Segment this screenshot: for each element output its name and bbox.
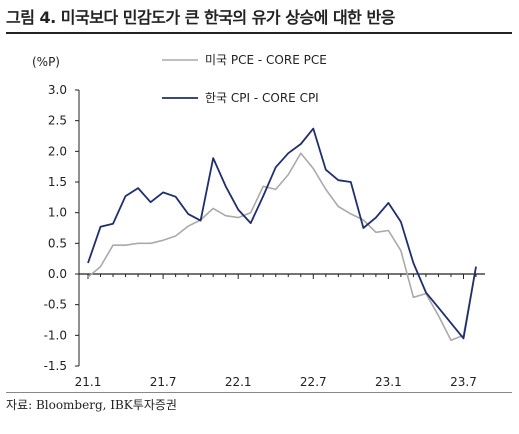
x-tick-label: 21.1 [75,375,102,389]
y-tick-label: 0.0 [48,267,67,281]
series-line-1 [87,152,477,342]
x-tick-label: 22.1 [225,375,252,389]
y-axis-label: (%P) [32,55,60,69]
x-tick-label: 21.7 [150,375,177,389]
y-tick-label: 2.0 [48,144,67,158]
y-tick-label: -0.5 [44,298,67,312]
x-tick-label: 23.1 [375,375,402,389]
title-divider [6,32,512,34]
source-note: 자료: Bloomberg, IBK투자증권 [6,398,177,412]
y-tick-label: 0.5 [48,236,67,250]
y-tick-label: -1.5 [44,359,67,373]
series-line-2 [87,127,477,340]
figure-title: 그림 4. 미국보다 민감도가 큰 한국의 유가 상승에 대한 반응 [6,8,395,27]
series-group [87,127,477,342]
y-tick-label: -1.0 [44,328,67,342]
chart-legend: 미국 PCE - CORE PCE 한국 CPI - CORE CPI [162,53,327,105]
x-tick-label: 23.7 [450,375,477,389]
source-divider [6,392,512,393]
x-axis: 21.1 21.7 22.1 22.7 23.1 23.7 [75,273,485,389]
y-tick-label: 3.0 [48,83,67,97]
y-axis: 3.0 2.5 2.0 1.5 1.0 0.5 0.0 -0.5 -1.0 -1.5 [44,83,80,373]
y-tick-label: 1.0 [48,206,67,220]
y-tick-label: 2.5 [48,114,67,128]
y-tick-label: 1.5 [48,175,67,189]
x-tick-label: 22.7 [300,375,327,389]
legend-label: 미국 PCE - CORE PCE [205,53,327,67]
legend-label: 한국 CPI - CORE CPI [205,91,319,105]
